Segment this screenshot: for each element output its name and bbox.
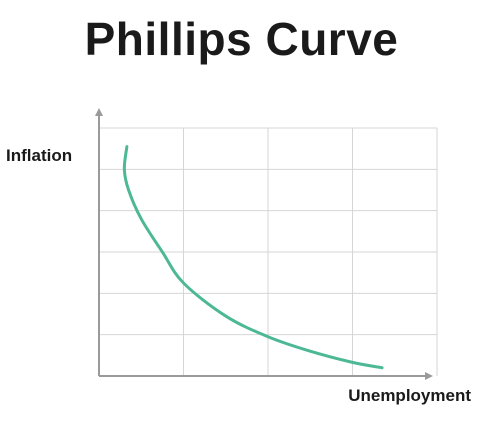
y-axis-arrowhead [95, 108, 103, 116]
y-axis-label: Inflation [6, 146, 73, 165]
phillips-curve-line [122, 145, 384, 370]
chart-title: Phillips Curve [84, 13, 399, 65]
axes [95, 108, 433, 380]
x-axis-arrowhead [425, 372, 433, 380]
x-axis-label: Unemployment [348, 386, 471, 405]
grid [99, 127, 438, 376]
series-layer [122, 145, 384, 370]
